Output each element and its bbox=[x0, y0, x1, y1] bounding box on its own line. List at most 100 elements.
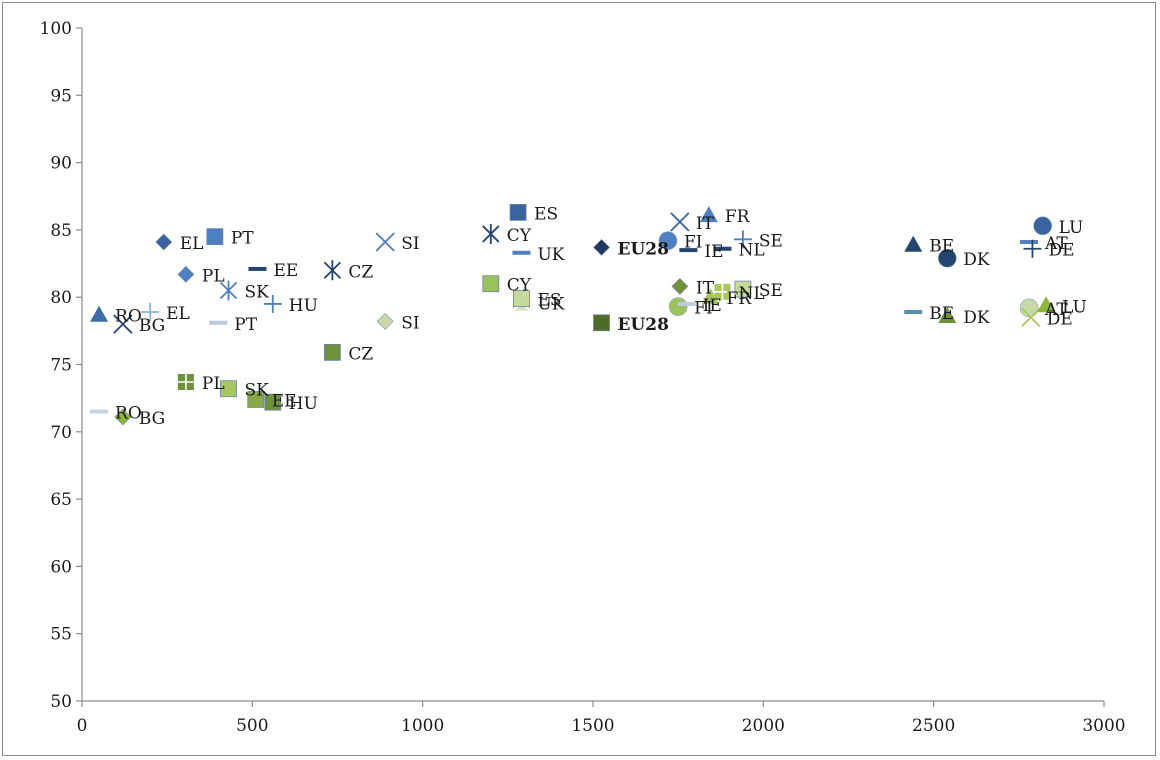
data-point-it-x bbox=[670, 212, 690, 232]
data-point-fr-triangle bbox=[699, 206, 718, 223]
data-point-nl-plus-square bbox=[714, 283, 731, 300]
point-label-dk: DK bbox=[963, 250, 990, 270]
y-tick-label: 100 bbox=[40, 19, 72, 39]
point-label-sk: SK bbox=[244, 381, 269, 401]
point-label-fi: FI bbox=[694, 299, 713, 319]
y-tick-label: 70 bbox=[50, 423, 72, 443]
data-point-eu28-diamond bbox=[593, 238, 610, 256]
data-point-nl-dash bbox=[713, 246, 732, 251]
data-point-cz-asterisk bbox=[323, 260, 342, 281]
data-point-ie-dash bbox=[677, 301, 696, 306]
data-point-ee-square bbox=[247, 391, 265, 408]
point-label-es: ES bbox=[534, 204, 558, 224]
point-label-lu: LU bbox=[1059, 218, 1084, 238]
data-point-uk-dash bbox=[512, 250, 531, 255]
point-label-ee: EE bbox=[272, 391, 297, 411]
x-tick-label: 1500 bbox=[571, 716, 614, 736]
data-point-pt-square bbox=[206, 228, 224, 246]
data-point-at-dash bbox=[1020, 240, 1039, 245]
point-label-ro: RO bbox=[115, 404, 142, 424]
data-point-se-square bbox=[734, 280, 752, 298]
point-label-ie: IE bbox=[704, 242, 723, 262]
data-point-es-square bbox=[509, 204, 527, 221]
y-tick-label: 85 bbox=[50, 221, 72, 241]
point-label-si: SI bbox=[401, 234, 419, 254]
point-label-cz: CZ bbox=[348, 344, 373, 364]
x-tick-label: 2500 bbox=[912, 716, 955, 736]
data-point-ie-dash bbox=[679, 248, 698, 253]
data-point-fi-circle bbox=[668, 297, 688, 316]
data-point-pt-dash bbox=[209, 320, 228, 325]
data-marks bbox=[90, 204, 1056, 426]
data-point-ro-dash bbox=[90, 409, 109, 414]
point-label-cy: CY bbox=[507, 276, 532, 296]
data-point-es-square bbox=[513, 290, 530, 307]
point-label-pl: PL bbox=[202, 374, 225, 394]
data-point-se-plus bbox=[733, 230, 752, 249]
point-label-uk: UK bbox=[537, 245, 564, 265]
x-tick-label: 500 bbox=[236, 716, 268, 736]
point-label-el: EL bbox=[166, 304, 190, 324]
y-tick-label: 60 bbox=[50, 557, 72, 577]
data-point-de-x bbox=[1021, 307, 1041, 328]
data-point-bg-diamond bbox=[114, 408, 132, 426]
point-label-hu: HU bbox=[289, 296, 318, 316]
point-label-bg: BG bbox=[139, 409, 165, 429]
data-point-dk-triangle bbox=[938, 307, 957, 324]
y-tick-label: 80 bbox=[50, 288, 72, 308]
point-label-it: IT bbox=[696, 214, 715, 234]
data-point-si-x bbox=[375, 232, 395, 252]
point-label-be: BE bbox=[929, 304, 954, 324]
point-label-lu: LU bbox=[1062, 297, 1087, 317]
data-point-el-plus bbox=[141, 303, 160, 322]
y-tick-label: 55 bbox=[50, 625, 72, 645]
data-point-el-diamond bbox=[155, 233, 173, 251]
data-point-hu-square bbox=[264, 393, 282, 411]
point-label-ie: IE bbox=[703, 296, 722, 316]
data-point-dk-circle bbox=[937, 248, 957, 268]
point-label-bg: BG bbox=[139, 316, 165, 336]
y-tick-label: 75 bbox=[50, 356, 72, 376]
data-point-be-dash bbox=[904, 310, 923, 315]
point-label-se: SE bbox=[759, 281, 783, 301]
point-label-nl: NL bbox=[738, 241, 764, 261]
point-label-sk: SK bbox=[244, 282, 269, 302]
point-label-it: IT bbox=[696, 278, 715, 298]
point-label-eu28: EU28 bbox=[618, 239, 669, 259]
point-label-be: BE bbox=[929, 237, 954, 257]
point-label-ee: EE bbox=[273, 261, 298, 281]
data-point-fi-circle bbox=[658, 231, 678, 250]
point-label-se: SE bbox=[759, 231, 783, 251]
point-label-pl: PL bbox=[202, 266, 225, 286]
y-tick-label: 95 bbox=[50, 86, 72, 106]
point-label-es: ES bbox=[537, 291, 561, 311]
data-point-si-diamond bbox=[376, 313, 394, 330]
point-label-fr: FR bbox=[725, 207, 751, 227]
data-point-cz-square bbox=[323, 343, 341, 361]
point-label-de: DE bbox=[1048, 241, 1074, 261]
data-point-de-plus bbox=[1023, 239, 1042, 258]
point-label-uk: UK bbox=[537, 295, 564, 315]
point-label-dk: DK bbox=[963, 308, 990, 328]
point-label-ro: RO bbox=[115, 307, 142, 327]
x-tick-label: 2000 bbox=[742, 716, 785, 736]
data-point-ee-dash bbox=[248, 266, 267, 271]
data-point-lu-triangle bbox=[1037, 296, 1056, 313]
data-point-bg-x bbox=[113, 314, 133, 334]
data-point-cy-square bbox=[482, 275, 500, 293]
point-label-nl: NL bbox=[738, 284, 764, 304]
data-point-hu-plus bbox=[263, 294, 282, 313]
data-point-be-triangle bbox=[904, 235, 923, 252]
point-label-cy: CY bbox=[507, 226, 532, 246]
data-point-sk-asterisk bbox=[219, 280, 238, 301]
point-label-eu28: EU28 bbox=[618, 315, 669, 335]
y-tick-label: 65 bbox=[50, 490, 72, 510]
point-label-at: AT bbox=[1044, 234, 1068, 254]
data-point-ro-triangle bbox=[90, 305, 109, 322]
point-label-pt: PT bbox=[231, 229, 254, 249]
point-label-de: DE bbox=[1047, 309, 1073, 329]
data-point-at-circle bbox=[1019, 298, 1039, 318]
